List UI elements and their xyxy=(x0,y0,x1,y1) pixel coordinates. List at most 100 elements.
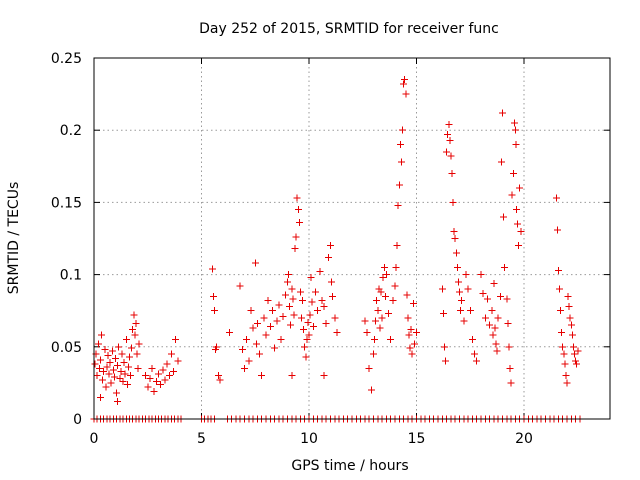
data-point xyxy=(560,350,568,358)
data-point xyxy=(284,278,291,286)
data-point xyxy=(571,350,579,358)
points-layer xyxy=(90,76,584,423)
data-point xyxy=(268,307,276,315)
data-point xyxy=(101,346,109,354)
data-point xyxy=(573,360,581,368)
x-tick-label: 5 xyxy=(197,431,206,447)
data-point xyxy=(150,388,158,396)
data-point xyxy=(391,282,399,290)
data-point xyxy=(363,328,371,336)
data-point xyxy=(511,126,519,134)
plot-frame xyxy=(93,57,611,420)
data-point xyxy=(165,372,173,380)
data-point xyxy=(379,273,387,281)
data-point xyxy=(499,109,506,117)
data-point xyxy=(374,307,382,315)
data-point xyxy=(510,119,518,127)
data-point xyxy=(557,307,565,315)
data-point xyxy=(376,324,384,332)
y-tick-label: 0 xyxy=(73,412,82,428)
data-point xyxy=(372,317,380,325)
data-point xyxy=(209,292,217,300)
data-point xyxy=(273,317,281,325)
data-point xyxy=(251,259,259,267)
data-point xyxy=(260,314,268,322)
data-point xyxy=(367,386,375,394)
data-point xyxy=(407,325,415,333)
data-point xyxy=(124,363,132,371)
data-point xyxy=(262,331,270,339)
data-point xyxy=(458,297,466,305)
data-point xyxy=(91,360,99,368)
data-point xyxy=(163,360,171,368)
data-point xyxy=(275,301,283,309)
data-point xyxy=(562,372,570,380)
data-point xyxy=(146,375,154,383)
data-point xyxy=(258,372,266,380)
data-point xyxy=(569,343,577,351)
data-point xyxy=(442,357,450,365)
data-point xyxy=(446,136,454,144)
data-point xyxy=(225,328,233,336)
data-point xyxy=(167,350,175,358)
data-point xyxy=(287,321,295,329)
data-point xyxy=(400,80,408,88)
data-point xyxy=(118,350,126,358)
data-point xyxy=(503,295,511,303)
grid-layer xyxy=(94,58,610,419)
data-point xyxy=(361,317,369,325)
data-point xyxy=(152,377,160,385)
data-point xyxy=(148,364,156,372)
data-point xyxy=(96,393,104,401)
data-point xyxy=(444,131,452,139)
data-point xyxy=(500,213,508,221)
data-point xyxy=(493,347,501,355)
data-point xyxy=(216,376,224,384)
data-point xyxy=(506,364,514,372)
data-point xyxy=(293,194,301,202)
data-point xyxy=(452,249,460,257)
data-point xyxy=(496,292,504,300)
data-point xyxy=(122,336,130,344)
data-point xyxy=(285,271,293,279)
data-point xyxy=(438,285,446,293)
data-point xyxy=(114,362,122,370)
tick-label-layer: 0 5 10 15 20 0 0.05 0.1 0.15 0.2 0.25 xyxy=(51,51,533,447)
data-point xyxy=(281,291,289,299)
data-point xyxy=(489,331,497,339)
data-point xyxy=(574,347,582,355)
data-point xyxy=(563,379,571,387)
data-point xyxy=(481,314,489,322)
data-point xyxy=(288,285,296,293)
data-point xyxy=(492,340,500,348)
data-point xyxy=(121,370,129,378)
data-point xyxy=(208,265,216,273)
data-point xyxy=(561,360,569,368)
data-point xyxy=(134,364,142,372)
data-point xyxy=(174,357,182,365)
data-point xyxy=(447,152,455,160)
data-point xyxy=(559,343,567,351)
data-point xyxy=(249,324,257,332)
x-tick-label: 20 xyxy=(515,431,533,447)
data-point xyxy=(98,331,106,339)
data-point xyxy=(490,279,498,287)
data-point xyxy=(324,253,332,261)
data-point xyxy=(129,325,137,333)
data-point xyxy=(104,351,112,359)
data-point xyxy=(306,311,314,319)
data-point xyxy=(119,377,127,385)
y-tick-label: 0.25 xyxy=(51,51,82,67)
data-point xyxy=(517,227,525,235)
data-point xyxy=(486,321,494,329)
data-point xyxy=(112,354,119,362)
data-point xyxy=(93,372,101,380)
data-point xyxy=(264,297,272,305)
data-point xyxy=(572,357,580,365)
data-point xyxy=(468,336,476,344)
data-point xyxy=(558,328,566,336)
chart-title: Day 252 of 2015, SRMTID for receiver fun… xyxy=(199,21,499,37)
y-axis-label: SRMTID / TECUs xyxy=(6,182,22,295)
data-point xyxy=(565,302,573,310)
data-point xyxy=(288,372,296,380)
